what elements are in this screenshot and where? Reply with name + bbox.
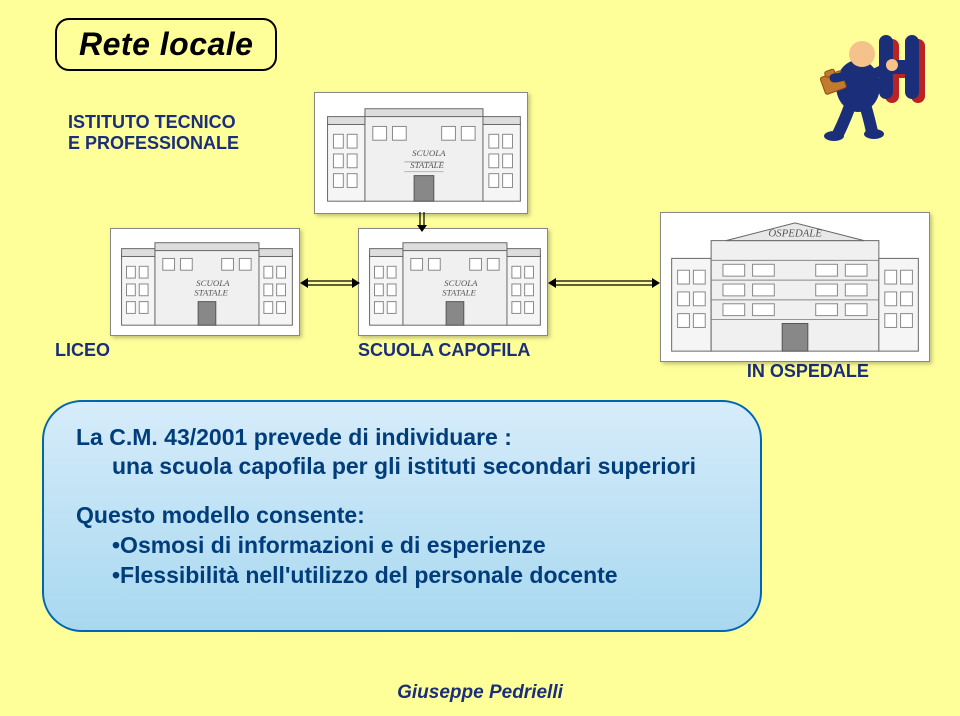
- title-text: Rete locale: [79, 26, 253, 62]
- istituto-tecnico-label: ISTITUTO TECNICO E PROFESSIONALE: [68, 112, 239, 153]
- svg-text:OSPEDALE: OSPEDALE: [768, 228, 822, 240]
- callout-box: La C.M. 43/2001 prevede di individuare :…: [42, 400, 762, 632]
- tecnico-line1: ISTITUTO TECNICO: [68, 112, 239, 133]
- mascot-icon: [808, 26, 938, 146]
- building-liceo: SCUOLA STATALE: [110, 228, 300, 336]
- capofila-label: SCUOLA CAPOFILA: [358, 340, 530, 361]
- callout-intro: La C.M. 43/2001 prevede di individuare :: [76, 424, 728, 451]
- svg-text:SCUOLA: SCUOLA: [196, 278, 230, 288]
- building-ospedale: OSPEDALE: [660, 212, 930, 362]
- svg-text:STATALE: STATALE: [442, 288, 476, 298]
- title-box: Rete locale: [55, 18, 277, 71]
- arrow-down-icon: [414, 212, 434, 234]
- author-name: Giuseppe Pedrielli: [0, 682, 960, 704]
- coordinata-line2: IN OSPEDALE: [708, 361, 908, 382]
- building-istituto-tecnico: SCUOLA STATALE: [314, 92, 528, 214]
- callout-intro-sub: una scuola capofila per gli istituti sec…: [76, 453, 728, 480]
- tecnico-line2: E PROFESSIONALE: [68, 133, 239, 154]
- svg-text:STATALE: STATALE: [194, 288, 228, 298]
- svg-text:SCUOLA: SCUOLA: [412, 148, 446, 158]
- arrow-left-right-icon: [300, 276, 360, 290]
- svg-text:SCUOLA: SCUOLA: [444, 278, 478, 288]
- callout-bullet-2: •Flessibilità nell'utilizzo del personal…: [76, 561, 728, 591]
- building-scuola-capofila: SCUOLA STATALE: [358, 228, 548, 336]
- svg-text:STATALE: STATALE: [410, 160, 444, 170]
- arrow-right-left-icon: [548, 276, 660, 290]
- callout-model: Questo modello consente:: [76, 502, 728, 529]
- liceo-label: LICEO: [55, 340, 110, 361]
- callout-bullet-1: •Osmosi di informazioni e di esperienze: [76, 531, 728, 561]
